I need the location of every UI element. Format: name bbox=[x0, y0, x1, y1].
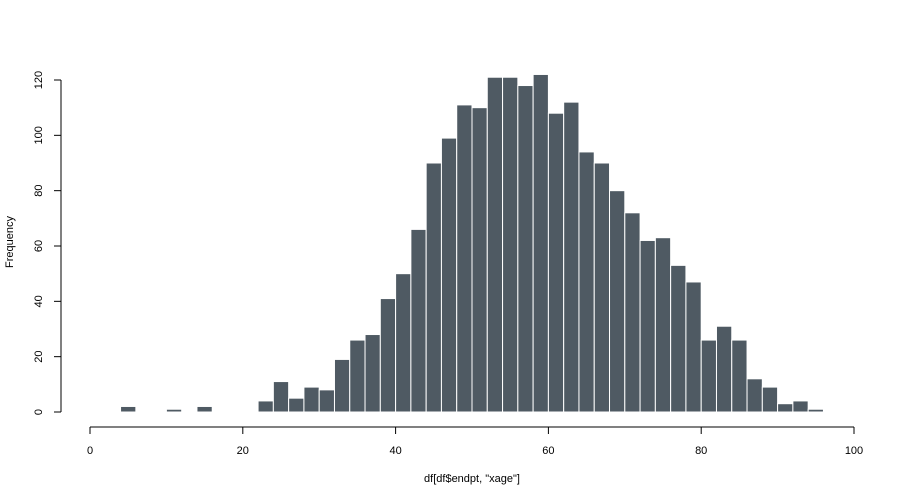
y-tick-label: 80 bbox=[33, 185, 45, 197]
x-tick-label: 20 bbox=[237, 445, 249, 457]
histogram-bar bbox=[578, 151, 595, 413]
histogram-bar bbox=[700, 339, 717, 413]
bars-group bbox=[120, 73, 824, 413]
x-axis: 0 20 40 60 80 100 bbox=[87, 426, 863, 457]
y-axis-title: Frequency bbox=[4, 216, 16, 268]
histogram-bar bbox=[486, 76, 504, 413]
x-tick-label: 100 bbox=[845, 445, 863, 457]
histogram-bar bbox=[440, 137, 458, 413]
histogram-bar bbox=[364, 334, 381, 413]
histogram-bar bbox=[609, 190, 626, 413]
histogram-bar bbox=[715, 325, 733, 413]
histogram-bar bbox=[120, 405, 137, 413]
histogram-bar bbox=[593, 162, 611, 413]
y-tick-label: 100 bbox=[33, 126, 45, 144]
histogram-bar bbox=[379, 298, 397, 413]
x-tick-label: 40 bbox=[389, 445, 401, 457]
histogram-bar bbox=[349, 339, 366, 413]
histogram-bar bbox=[746, 378, 763, 413]
histogram-bar bbox=[654, 237, 672, 413]
histogram-bar bbox=[547, 112, 565, 413]
histogram-bar bbox=[731, 339, 748, 413]
y-tick-label: 40 bbox=[33, 295, 45, 307]
histogram-bar bbox=[670, 264, 687, 413]
histogram-bar bbox=[532, 73, 549, 413]
y-tick-label: 0 bbox=[33, 409, 45, 415]
histogram-bar bbox=[425, 162, 442, 413]
histogram-bar bbox=[502, 76, 519, 413]
histogram-bar bbox=[272, 381, 290, 413]
histogram-bar bbox=[318, 389, 335, 413]
x-axis-title: df[df$endpt, "xage"] bbox=[424, 473, 520, 485]
y-axis: 0 20 40 60 80 100 120 bbox=[33, 71, 62, 415]
histogram-bar bbox=[456, 104, 473, 413]
histogram-bar bbox=[333, 358, 351, 413]
x-tick-label: 80 bbox=[695, 445, 707, 457]
histogram-bar bbox=[395, 273, 412, 413]
histogram-bar bbox=[761, 386, 779, 413]
y-tick-label: 60 bbox=[33, 240, 45, 252]
histogram-bar bbox=[624, 212, 641, 413]
histogram-bar bbox=[257, 400, 274, 413]
histogram-bar bbox=[165, 408, 183, 413]
histogram-bar bbox=[563, 101, 580, 413]
histogram-bar bbox=[196, 405, 213, 413]
histogram-bar bbox=[685, 281, 702, 413]
x-tick-label: 60 bbox=[542, 445, 554, 457]
histogram-bar bbox=[288, 397, 305, 413]
histogram-bar bbox=[410, 228, 427, 413]
x-tick-label: 0 bbox=[87, 445, 93, 457]
histogram-bar bbox=[777, 403, 794, 413]
histogram-bar bbox=[807, 408, 824, 413]
histogram-bar bbox=[639, 239, 656, 413]
histogram-bar bbox=[303, 386, 320, 413]
histogram-bar bbox=[471, 107, 488, 413]
y-tick-label: 120 bbox=[33, 71, 45, 89]
histogram-bar bbox=[517, 85, 534, 413]
y-tick-label: 20 bbox=[33, 351, 45, 363]
histogram-bar bbox=[792, 400, 809, 413]
